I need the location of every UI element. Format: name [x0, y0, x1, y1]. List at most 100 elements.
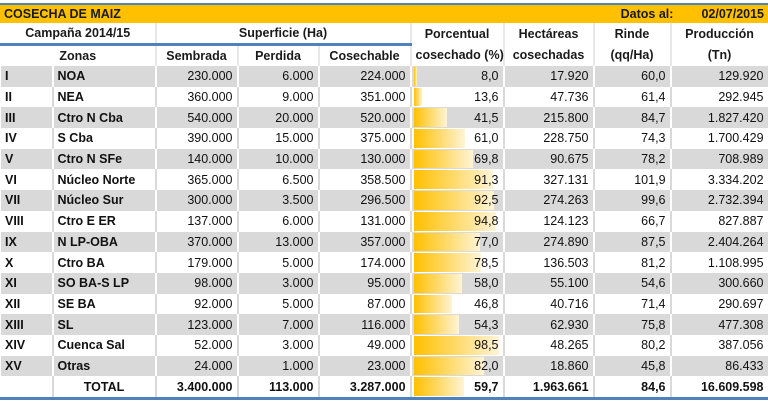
percent-value: 69,8	[474, 152, 499, 167]
porcentual-header-1: Porcentual	[410, 23, 505, 45]
zone-name-cell: Núcleo Norte	[52, 169, 157, 191]
zone-number-cell: XII	[0, 293, 54, 315]
cosechable-cell: 131.000	[317, 210, 412, 232]
percent-bar	[413, 377, 464, 396]
rinde-cell: 45,8	[593, 355, 672, 377]
hectareas-cosechadas-cell: 55.100	[503, 272, 595, 294]
zone-number-cell: VII	[0, 190, 54, 211]
cosechable-cell: 358.500	[317, 169, 412, 191]
percent-value: 98,5	[474, 338, 499, 353]
produccion-cell: 3.334.202	[670, 169, 768, 191]
percent-bar	[413, 191, 494, 210]
zone-number-cell: XV	[0, 355, 54, 377]
zone-number-cell: IV	[0, 128, 54, 149]
sembrada-cell: 123.000	[155, 314, 239, 335]
hectareas-header-2: cosechadas	[503, 44, 595, 66]
sembrada-cell: 365.000	[155, 169, 239, 191]
zone-name-cell: Ctro E ER	[52, 210, 157, 232]
porcentual-cosechado-cell: 58,0	[410, 272, 505, 294]
rinde-cell: 80,2	[593, 334, 672, 356]
porcentual-cosechado-cell: 41,5	[410, 107, 505, 129]
rinde-cell: 84,6	[593, 376, 672, 401]
sembrada-cell: 92.000	[155, 293, 239, 315]
campaign-header: Campaña 2014/15	[0, 23, 157, 46]
cosechable-cell: 357.000	[317, 231, 412, 253]
table-row: IV S Cba 390.000 15.000 375.000 61,0 228.750 74…	[0, 128, 768, 149]
sembrada-cell: 300.000	[155, 190, 239, 211]
cosechable-cell: 520.000	[317, 107, 412, 129]
cosechable-cell: 351.000	[317, 86, 412, 108]
cosechable-cell: 130.000	[317, 148, 412, 170]
table-row: VI Núcleo Norte 365.000 6.500 358.500 91,3 327…	[0, 169, 768, 191]
zone-name-cell: S Cba	[52, 128, 157, 149]
rinde-cell: 54,6	[593, 272, 672, 294]
hectareas-cosechadas-cell: 47.736	[503, 86, 595, 108]
hectareas-cosechadas-cell: 274.263	[503, 190, 595, 211]
rinde-cell: 84,7	[593, 107, 672, 129]
zonas-header: Zonas	[0, 44, 157, 66]
sembrada-cell: 3.400.000	[155, 376, 239, 401]
zone-name-cell: NEA	[52, 86, 157, 108]
zone-name-cell: SO BA-S LP	[52, 272, 157, 294]
perdida-cell: 5.000	[237, 293, 320, 315]
sembrada-cell: 360.000	[155, 86, 239, 108]
hectareas-cosechadas-cell: 90.675	[503, 148, 595, 170]
porcentual-cosechado-cell: 98,5	[410, 334, 505, 356]
hectareas-cosechadas-cell: 62.930	[503, 314, 595, 335]
porcentual-cosechado-cell: 78,5	[410, 252, 505, 273]
produccion-cell: 16.609.598	[670, 376, 768, 401]
produccion-cell: 292.945	[670, 86, 768, 108]
produccion-cell: 477.308	[670, 314, 768, 335]
porcentual-cosechado-cell: 69,8	[410, 148, 505, 170]
zone-name-cell: TOTAL	[52, 376, 157, 401]
rinde-header-1: Rinde	[593, 23, 672, 45]
zone-name-cell: SE BA	[52, 293, 157, 315]
produccion-cell: 129.920	[670, 66, 768, 87]
sembrada-cell: 390.000	[155, 128, 239, 149]
zone-name-cell: SL	[52, 314, 157, 335]
title-bar: COSECHA DE MAIZ Datos al: 02/07/2015	[0, 3, 768, 23]
zone-name-cell: Ctro N SFe	[52, 148, 157, 170]
perdida-header: Perdida	[237, 44, 320, 66]
rinde-cell: 60,0	[593, 66, 672, 87]
percent-bar	[413, 129, 466, 148]
cosechable-cell: 23.000	[317, 355, 412, 377]
porcentual-cosechado-cell: 82,0	[410, 355, 505, 377]
produccion-cell: 290.697	[670, 293, 768, 315]
table-title: COSECHA DE MAIZ	[4, 7, 121, 21]
produccion-header-1: Producción	[670, 23, 768, 45]
cosechable-cell: 375.000	[317, 128, 412, 149]
date-value: 02/07/2015	[701, 7, 764, 21]
cosechable-cell: 49.000	[317, 334, 412, 356]
perdida-cell: 3.000	[237, 272, 320, 294]
sembrada-cell: 230.000	[155, 66, 239, 87]
sembrada-cell: 179.000	[155, 252, 239, 273]
porcentual-cosechado-cell: 8,0	[410, 66, 505, 87]
cosechable-cell: 174.000	[317, 252, 412, 273]
percent-bar	[413, 149, 474, 169]
percent-value: 77,0	[474, 234, 499, 249]
perdida-cell: 15.000	[237, 128, 320, 149]
percent-bar	[413, 170, 493, 190]
percent-value: 46,8	[474, 296, 499, 311]
percent-bar	[413, 356, 485, 376]
produccion-cell: 2.732.394	[670, 190, 768, 211]
produccion-cell: 300.660	[670, 272, 768, 294]
produccion-cell: 86.433	[670, 355, 768, 377]
zone-name-cell: Otras	[52, 355, 157, 377]
perdida-cell: 6.000	[237, 210, 320, 232]
table-row: VII Núcleo Sur 300.000 3.500 296.500 92,5 274.…	[0, 190, 768, 211]
percent-value: 41,5	[474, 110, 499, 125]
harvest-table: Campaña 2014/15 Superficie (Ha) Porcentu…	[0, 23, 768, 401]
hectareas-cosechadas-cell: 327.131	[503, 169, 595, 191]
perdida-cell: 13.000	[237, 231, 320, 253]
perdida-cell: 6.500	[237, 169, 320, 191]
zone-number-cell: X	[0, 252, 54, 273]
perdida-cell: 5.000	[237, 252, 320, 273]
percent-bar	[413, 87, 422, 107]
sembrada-cell: 370.000	[155, 231, 239, 253]
rinde-cell: 75,8	[593, 314, 672, 335]
hectareas-header-1: Hectáreas	[503, 23, 595, 45]
percent-bar	[413, 67, 417, 86]
zone-number-cell: II	[0, 86, 54, 108]
